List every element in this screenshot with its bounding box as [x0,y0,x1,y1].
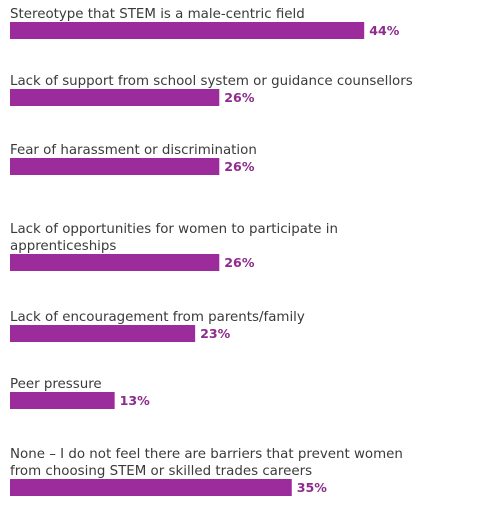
category-label: Lack of support from school system or gu… [10,74,413,89]
category-label: Lack of encouragement from parents/famil… [10,310,305,325]
category-label: None – I do not feel there are barriers … [10,447,403,462]
value-label: 26% [224,255,255,270]
bar [10,325,196,342]
bar [10,22,365,39]
category-label: apprenticeships [10,239,116,254]
category-label: from choosing STEM or skilled trades car… [10,464,312,479]
value-label: 44% [369,23,400,38]
value-label: 35% [297,480,328,495]
bar-row: None – I do not feel there are barriers … [10,447,403,496]
bar [10,158,220,175]
category-label: Lack of opportunities for women to parti… [10,222,338,237]
category-label: Stereotype that STEM is a male-centric f… [10,7,305,22]
value-label: 23% [200,326,231,341]
value-label: 26% [224,159,255,174]
bar [10,479,292,496]
bar [10,392,115,409]
bar-row: Lack of opportunities for women to parti… [10,222,338,271]
bar-row: Lack of encouragement from parents/famil… [10,310,305,342]
bar [10,254,220,271]
bar-row: Lack of support from school system or gu… [10,74,413,106]
bar [10,89,220,106]
value-label: 26% [224,90,255,105]
bar-row: Peer pressure 13% [10,377,150,409]
value-label: 13% [120,393,151,408]
category-label: Fear of harassment or discrimination [10,143,257,158]
category-label: Peer pressure [10,377,102,392]
bar-row: Stereotype that STEM is a male-centric f… [10,7,400,39]
